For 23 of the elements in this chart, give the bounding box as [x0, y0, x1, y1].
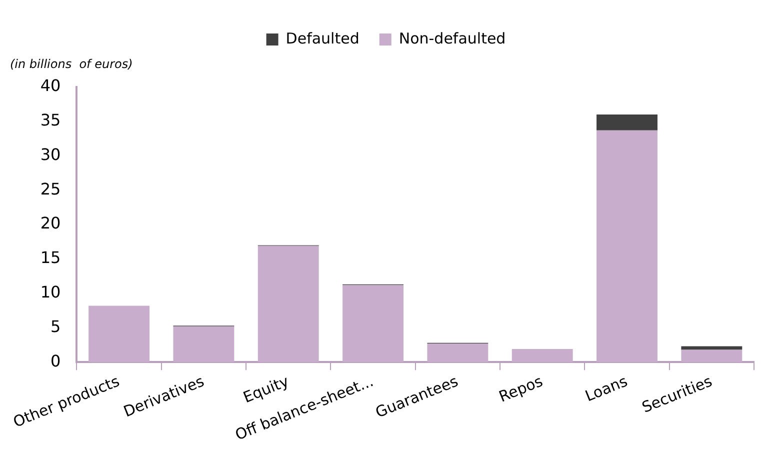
y-axis-title: (in billions of euros) — [10, 57, 133, 72]
y-tick-label: 35 — [40, 110, 61, 130]
y-tick-label: 10 — [40, 282, 61, 302]
bar — [427, 344, 488, 362]
y-tick-label: 40 — [40, 76, 61, 96]
bar — [173, 326, 234, 362]
y-tick-label: 25 — [40, 179, 61, 198]
y-tick-label: 30 — [40, 144, 61, 164]
legend-label: Defaulted — [286, 29, 360, 48]
y-tick-label: 15 — [40, 248, 61, 268]
x-tick-label: Loans — [582, 372, 630, 406]
y-tick-label: 0 — [50, 351, 61, 370]
bar — [342, 285, 404, 362]
bar — [596, 114, 658, 130]
bar — [88, 306, 150, 362]
y-tick-label: 5 — [50, 316, 61, 336]
legend-label: Non-defaulted — [398, 29, 506, 48]
bar — [596, 130, 658, 362]
x-tick-label: Repos — [496, 372, 546, 406]
y-tick-label: 20 — [40, 214, 61, 233]
bar — [681, 350, 742, 362]
bar — [512, 349, 573, 362]
bar — [258, 246, 319, 362]
